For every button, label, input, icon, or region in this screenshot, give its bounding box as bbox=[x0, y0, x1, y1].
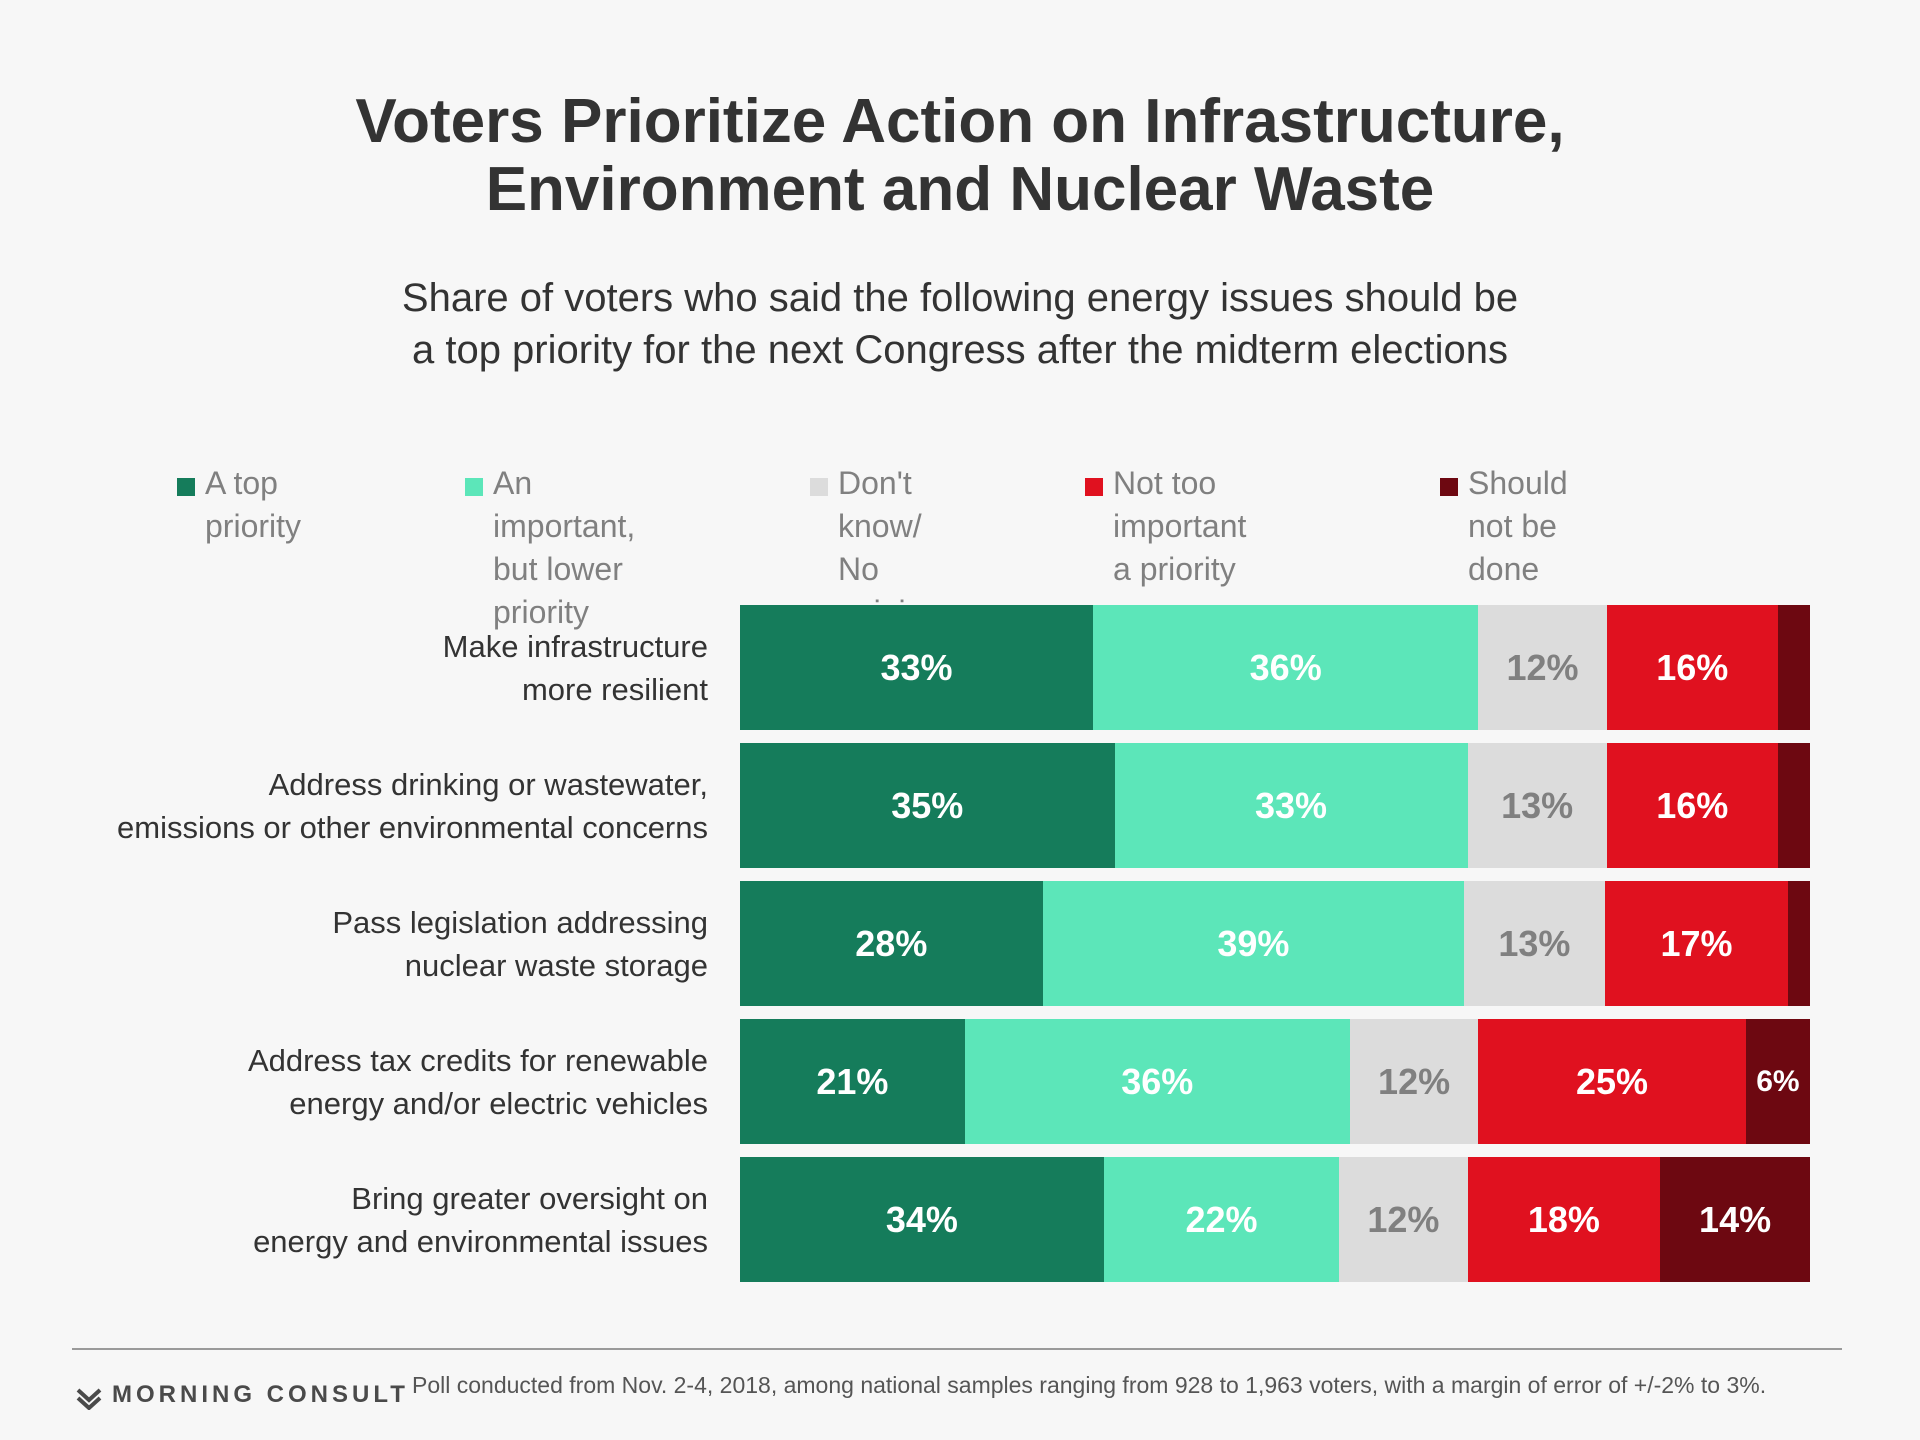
data-label: 13% bbox=[1501, 784, 1574, 826]
data-label: 6% bbox=[1756, 1064, 1800, 1098]
data-label: 36% bbox=[1121, 1060, 1194, 1102]
bar-segment bbox=[740, 605, 1094, 730]
legend-label: Should not be done bbox=[1468, 465, 1568, 587]
bar-segment bbox=[1103, 1157, 1340, 1282]
legend-swatch bbox=[177, 478, 195, 496]
data-label: 22% bbox=[1185, 1198, 1258, 1240]
bar-segment bbox=[1604, 881, 1789, 1006]
data-label: 16% bbox=[1656, 646, 1729, 688]
bar-segment bbox=[740, 743, 1115, 868]
category-label: Make infrastructure more resilient bbox=[442, 628, 708, 707]
data-label: 28% bbox=[855, 922, 928, 964]
footer-divider bbox=[72, 1348, 1842, 1350]
legend-label: An important, but lower priority bbox=[493, 465, 636, 630]
data-label: 16% bbox=[1656, 784, 1729, 826]
data-label: 25% bbox=[1576, 1060, 1649, 1102]
bar-segment bbox=[1464, 881, 1605, 1006]
legend-swatch bbox=[465, 478, 483, 496]
data-label: 18% bbox=[1527, 1198, 1600, 1240]
bar-segment bbox=[1467, 743, 1607, 868]
category-label: Address drinking or wastewater, emission… bbox=[117, 766, 708, 845]
bar-segment bbox=[1042, 881, 1465, 1006]
bar-segment bbox=[1788, 881, 1810, 1006]
data-label: 36% bbox=[1249, 646, 1322, 688]
legend-label: A top priority bbox=[205, 465, 302, 544]
bar-segment bbox=[740, 1019, 965, 1144]
chart-subtitle: Share of voters who said the following e… bbox=[401, 276, 1519, 372]
bar-segment bbox=[1093, 605, 1479, 730]
data-label: 12% bbox=[1367, 1198, 1440, 1240]
category-label: Address tax credits for renewable energy… bbox=[247, 1042, 708, 1121]
bar-segment bbox=[1478, 1019, 1746, 1144]
bar-segment bbox=[1777, 605, 1810, 730]
bar-segment bbox=[1339, 1157, 1468, 1282]
bar-segment bbox=[1478, 605, 1607, 730]
bar-segment bbox=[1606, 743, 1778, 868]
bar-segment bbox=[964, 1019, 1350, 1144]
data-label: 13% bbox=[1498, 922, 1571, 964]
legend-label: Not too important a priority bbox=[1113, 465, 1247, 587]
chart-legend: A top priority An important, but lower pr… bbox=[0, 462, 1920, 630]
footer-note: Poll conducted from Nov. 2-4, 2018, amon… bbox=[412, 1372, 1767, 1398]
legend-swatch bbox=[1085, 478, 1103, 496]
data-label: 33% bbox=[880, 646, 953, 688]
category-label: Pass legislation addressing nuclear wast… bbox=[332, 904, 708, 983]
category-label: Bring greater oversight on energy and en… bbox=[253, 1180, 708, 1259]
data-label: 12% bbox=[1506, 646, 1579, 688]
data-label: 12% bbox=[1378, 1060, 1451, 1102]
data-label: 35% bbox=[891, 784, 964, 826]
data-label: 17% bbox=[1660, 922, 1733, 964]
data-label: 34% bbox=[885, 1198, 958, 1240]
bar-segment bbox=[740, 881, 1043, 1006]
bar-segment bbox=[1745, 1019, 1810, 1144]
chart-title: Voters Prioritize Action on Infrastructu… bbox=[355, 87, 1565, 224]
brand-name: MORNING CONSULT bbox=[112, 1381, 409, 1408]
data-label: 21% bbox=[816, 1060, 889, 1102]
morning-consult-logo-icon bbox=[76, 1388, 102, 1410]
bar-segment bbox=[1114, 743, 1468, 868]
data-label: 33% bbox=[1255, 784, 1328, 826]
data-label: 14% bbox=[1699, 1198, 1772, 1240]
legend-swatch bbox=[810, 478, 828, 496]
bar-segment bbox=[1777, 743, 1810, 868]
bar-segment bbox=[1660, 1157, 1810, 1282]
bar-segment bbox=[1467, 1157, 1661, 1282]
bar-segment bbox=[1349, 1019, 1479, 1144]
bar-segment bbox=[740, 1157, 1104, 1282]
bar-segment bbox=[1606, 605, 1778, 730]
data-label: 39% bbox=[1217, 922, 1290, 964]
legend-swatch bbox=[1440, 478, 1458, 496]
